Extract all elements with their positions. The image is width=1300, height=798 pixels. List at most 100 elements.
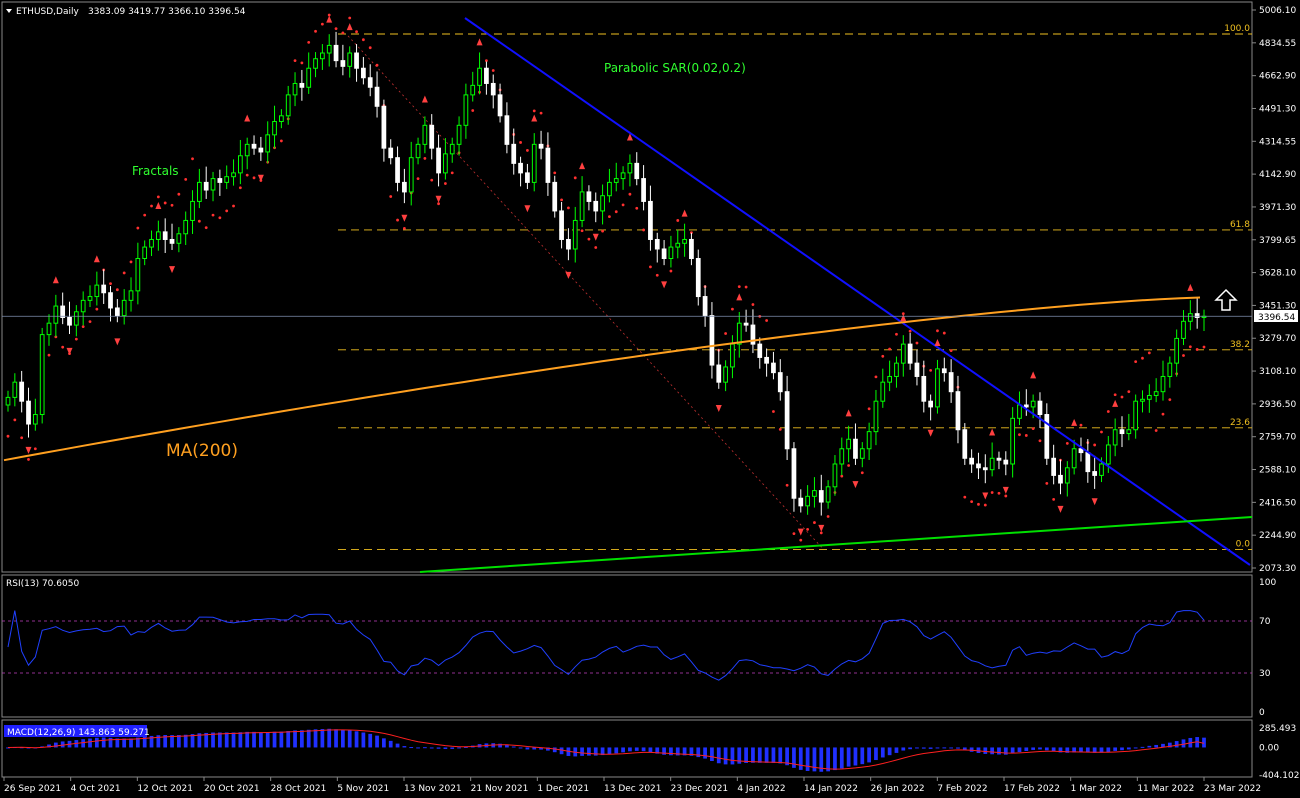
candle [395,146,400,192]
candle-body [94,284,100,298]
candle-body [183,219,189,235]
candle [436,134,441,187]
candle-body [777,372,783,393]
sar-dot [88,320,92,324]
ma200-path [3,296,1201,462]
candle-body [969,457,975,465]
macd-hist-bar [798,747,803,770]
sar-dot [792,532,796,536]
candle-body [648,200,653,240]
sar-dot [279,139,283,143]
candle [702,285,708,327]
candle-body [600,195,605,212]
macd-hist-bar [675,747,680,756]
sar-dot [109,282,112,286]
sar-dot [450,171,454,175]
macd-hist-bar [1147,745,1152,748]
sar-dot [1018,433,1021,437]
rsi-tick-label: 0 [1259,708,1265,718]
candle-body [408,157,414,193]
candle [210,171,216,202]
candle [32,398,38,431]
macd-hist-bar [860,747,865,765]
macd-hist-bar [1174,741,1179,748]
macd-hist-bar [628,747,632,752]
candle [12,373,18,407]
candle [367,64,373,97]
sar-dot [731,307,734,311]
candle-body [1181,320,1186,339]
candle-body [825,486,831,503]
candle [443,138,448,180]
price-axis: 5006.10 4834.55 4662.90 4491.30 4314.55 4142.… [2,6,1296,574]
chart-menu-arrow-icon[interactable] [6,9,12,13]
macd-hist-bar [354,731,359,748]
fib-level-label: 0.0 [1236,540,1251,550]
candle [955,375,961,444]
candle [559,201,564,249]
sar-dot [1113,393,1117,397]
candle-body [196,181,202,202]
sar-dot [642,228,645,232]
candle-body [853,438,858,459]
sar-dot [567,206,570,210]
sar-dot [895,332,898,336]
macd-hist-bar [388,740,393,748]
candle [634,152,640,186]
candle [87,285,93,308]
price-tick-label: 4662.90 [1259,72,1296,82]
macd-hist-bar [976,747,981,753]
macd-hist-bar [669,747,673,756]
sar-dot [1065,442,1069,445]
macd-hist-bar [450,747,455,749]
candle [791,442,797,512]
fractal-up-marker [326,15,333,23]
macd-hist-bar [53,742,58,748]
sar-dot [601,229,604,233]
sar-dot [1195,348,1199,351]
candle [887,360,892,392]
candle-body [244,143,250,157]
candle-body [155,231,161,240]
macd-hist-bar [833,747,837,771]
candle-body [613,178,619,183]
candlestick-series [5,31,1207,516]
macd-hist-bar [1072,747,1077,753]
sar-dot [874,375,878,379]
candle [668,235,674,268]
macd-hist-bar [867,747,871,763]
candle-body [661,248,667,260]
macd-hist-bar [723,747,728,765]
sar-dot [184,177,188,181]
sar-dot [539,111,543,115]
candle-body [764,356,769,364]
sar-dot [218,216,222,220]
macd-hist-bar [224,732,229,748]
macd-hist-bar [915,747,919,749]
sar-dot [143,213,147,217]
macd-hist-bar [710,747,714,762]
candle-body [1058,474,1063,484]
candle [1044,403,1050,465]
candle [60,292,66,325]
macd-hist-bar [176,735,181,748]
candle-body [641,178,646,202]
candle [142,240,148,266]
sar-dot [676,219,680,222]
candle-body [53,305,59,324]
macd-hist-bar [778,747,783,764]
candle-body [361,67,366,79]
candle [839,437,845,476]
candle-body [251,143,257,149]
candle [962,423,968,465]
fractal-down-marker [927,429,934,437]
macd-hist-bar [634,747,639,751]
sar-dot [580,229,584,233]
candle-body [395,157,400,183]
macd-hist-bar [1181,739,1186,748]
time-tick-label: 13 Nov 2021 [404,784,462,794]
macd-hist-bar [368,733,373,748]
macd-hist-bar [265,732,270,748]
candle [914,349,920,386]
